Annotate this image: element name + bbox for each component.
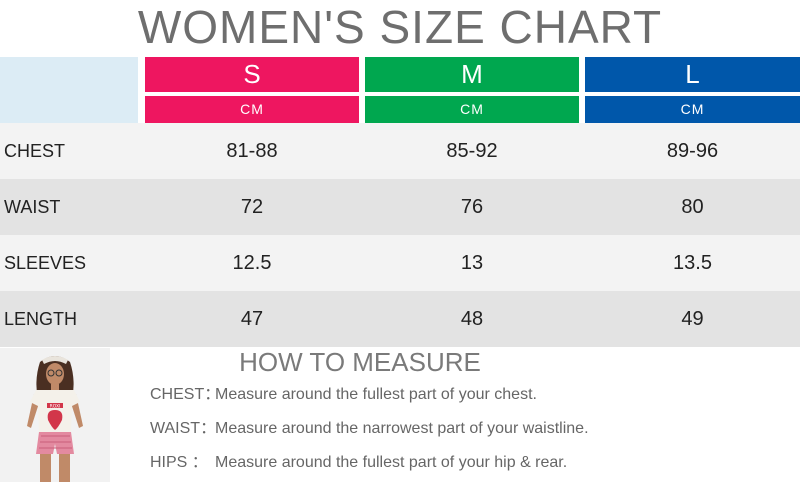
unit-header-s: CM (145, 96, 359, 123)
shirt-print-text: ROXI (50, 404, 61, 410)
row-label: SLEEVES (4, 253, 87, 273)
header-corner-cell (0, 57, 138, 123)
instruction-text: Measure around the fullest part of your … (215, 454, 568, 471)
cell-value: 72 (240, 196, 264, 218)
instruction-text: Measure around the fullest part of your … (215, 386, 537, 403)
unit-header-l: CM (585, 96, 800, 123)
instruction-hips: HIPS ： Measure around the fullest part of… (150, 451, 790, 475)
instruction-waist: WAIST：Measure around the narrowest part … (150, 417, 790, 441)
cell-value: 47 (240, 308, 264, 330)
instruction-key: HIPS ： (150, 454, 208, 471)
row-label: CHEST (4, 141, 66, 161)
cell-value: 89-96 (666, 140, 719, 162)
size-header-l: L (585, 57, 800, 92)
instruction-key: CHEST： (150, 386, 221, 403)
instruction-text: Measure around the narrowest part of you… (215, 420, 589, 437)
chart-title: WOMEN'S SIZE CHART (137, 1, 663, 53)
instruction-chest: CHEST：Measure around the fullest part of… (150, 383, 790, 407)
table-row-length: LENGTH 47 48 49 (0, 291, 800, 347)
table-row-chest: CHEST 81-88 85-92 89-96 (0, 123, 800, 179)
size-header-s: S (145, 57, 359, 92)
cell-value: 48 (460, 308, 484, 330)
model-photo: ROXI (0, 348, 110, 482)
cell-value: 13.5 (673, 252, 712, 274)
instruction-key: WAIST： (150, 420, 217, 437)
size-header-m: M (365, 57, 579, 92)
cell-value: 80 (681, 196, 704, 218)
cell-value: 81-88 (226, 140, 278, 162)
row-label: LENGTH (4, 309, 78, 329)
cell-value: 13 (460, 252, 484, 274)
table-row-waist: WAIST 72 76 80 (0, 179, 800, 235)
how-to-measure-title: HOW TO MEASURE (239, 347, 481, 377)
cell-value: 49 (681, 308, 704, 330)
table-row-sleeves: SLEEVES 12.5 13 13.5 (0, 235, 800, 291)
cell-value: 85-92 (446, 140, 498, 162)
model-illustration: ROXI (0, 348, 110, 482)
unit-header-m: CM (365, 96, 579, 123)
row-label: WAIST (4, 197, 61, 217)
cell-value: 12.5 (232, 252, 272, 274)
cell-value: 76 (460, 196, 484, 218)
